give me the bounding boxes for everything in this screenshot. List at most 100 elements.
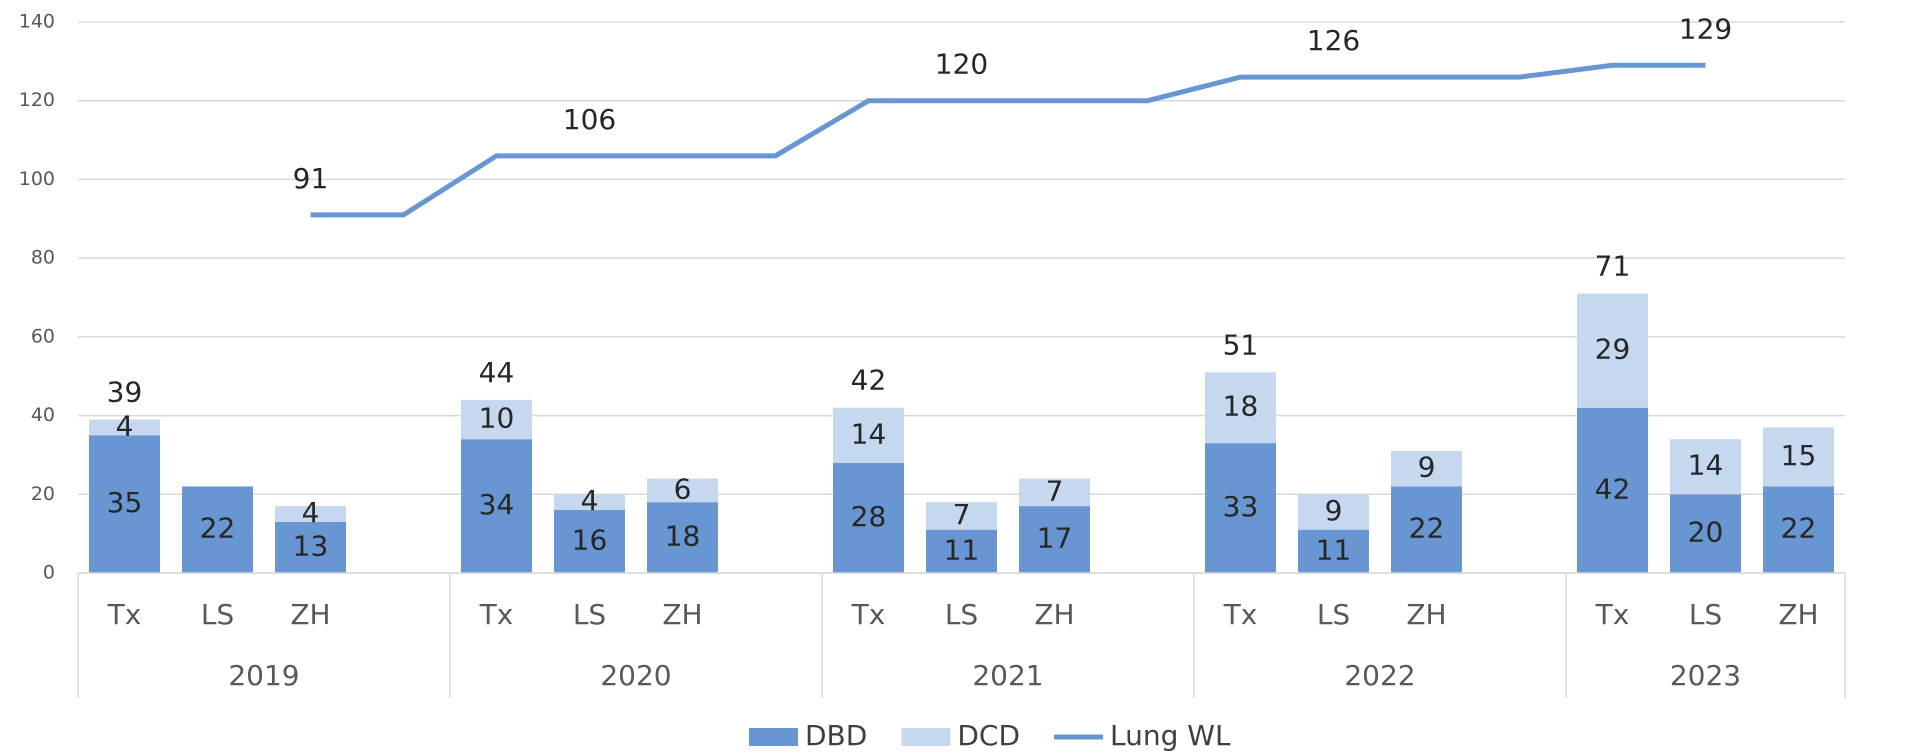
data-label: 29 (1595, 333, 1631, 366)
x-tick-label: Tx (1595, 598, 1630, 631)
bar-segment (1577, 407, 1648, 573)
data-label: 35 (107, 486, 143, 519)
data-label: 42 (1595, 472, 1631, 505)
x-tick-label: Tx (1223, 598, 1258, 631)
x-tick-label: ZH (290, 598, 330, 631)
x-tick-label: LS (201, 598, 234, 631)
data-label: 4 (116, 409, 134, 442)
bar-segment (1019, 478, 1090, 507)
bar-segment (1763, 427, 1834, 487)
data-label: 11 (1316, 533, 1352, 566)
data-label: 15 (1781, 439, 1817, 472)
legend-swatch (901, 728, 951, 746)
bar-segment (461, 399, 532, 440)
x-tick-label: ZH (662, 598, 702, 631)
data-label: 17 (1037, 522, 1073, 555)
group-label: 2022 (1344, 659, 1415, 692)
bar-segment (1391, 450, 1462, 487)
bar-segment (182, 486, 253, 573)
bar-segment (275, 521, 346, 573)
bar-segment (461, 439, 532, 573)
x-tick-label: Tx (107, 598, 142, 631)
bar-segment (554, 494, 625, 511)
bar-segment (1577, 293, 1648, 408)
group-label: 2019 (228, 659, 299, 692)
y-tick-label: 0 (43, 562, 55, 584)
data-label: 9 (1418, 451, 1436, 484)
bar-segment (1205, 372, 1276, 444)
group-label: 2023 (1670, 659, 1741, 692)
data-label: 16 (572, 524, 608, 557)
y-tick-label: 80 (31, 247, 55, 269)
x-tick-label: Tx (479, 598, 514, 631)
bar-segment (275, 506, 346, 522)
y-tick-label: 40 (31, 404, 55, 426)
y-tick-label: 60 (31, 325, 55, 347)
data-label: 34 (479, 488, 515, 521)
bar-segment (1391, 486, 1462, 573)
line-label: 126 (1307, 24, 1360, 57)
y-tick-label: 100 (19, 168, 55, 190)
data-label: 4 (302, 496, 320, 529)
group-label: 2020 (600, 659, 671, 692)
total-label: 42 (851, 364, 887, 397)
line-label: 129 (1679, 12, 1732, 45)
data-label: 20 (1688, 516, 1724, 549)
data-label: 13 (293, 529, 329, 562)
bar-segment (1670, 494, 1741, 573)
bar-segment (1670, 439, 1741, 495)
total-label: 39 (107, 376, 143, 409)
y-tick-label: 120 (19, 89, 55, 111)
data-label: 11 (944, 533, 980, 566)
bar-segment (1205, 443, 1276, 573)
legend-label: DBD (805, 719, 867, 752)
bar-segment (926, 529, 997, 573)
line-label: 106 (563, 103, 616, 136)
legend-label: Lung WL (1110, 719, 1231, 752)
x-tick-label: ZH (1406, 598, 1446, 631)
x-tick-label: LS (573, 598, 606, 631)
bar-segment (89, 435, 160, 573)
legend-label: DCD (957, 719, 1020, 752)
data-label: 4 (581, 484, 599, 517)
line-label: 120 (935, 48, 988, 81)
bar-segment (1019, 506, 1090, 573)
x-tick-label: ZH (1034, 598, 1074, 631)
total-label: 71 (1595, 250, 1631, 283)
data-label: 18 (1223, 390, 1259, 423)
data-label: 14 (851, 417, 887, 450)
legend-swatch (749, 728, 798, 746)
data-label: 6 (674, 472, 692, 505)
data-label: 14 (1688, 449, 1724, 482)
x-tick-label: LS (1317, 598, 1350, 631)
bar-segment (833, 462, 904, 573)
group-label: 2021 (972, 659, 1043, 692)
data-label: 28 (851, 500, 887, 533)
x-tick-label: Tx (851, 598, 886, 631)
data-label: 22 (1409, 512, 1445, 545)
line (310, 62, 1706, 218)
bar-segment (1763, 486, 1834, 573)
data-label: 10 (479, 402, 515, 435)
bar-segment (926, 502, 997, 530)
data-label: 7 (953, 498, 971, 531)
data-label: 9 (1325, 494, 1343, 527)
y-tick-label: 20 (31, 483, 55, 505)
x-tick-label: LS (945, 598, 978, 631)
bar-segment (1298, 529, 1369, 573)
data-label: 22 (200, 512, 236, 545)
x-tick-label: LS (1689, 598, 1722, 631)
y-tick-label: 140 (19, 11, 55, 33)
data-label: 18 (665, 520, 701, 553)
total-label: 44 (479, 356, 515, 389)
bar-segment (1298, 494, 1369, 530)
data-label: 22 (1781, 512, 1817, 545)
bar-segment (833, 407, 904, 463)
bar-segment (647, 478, 718, 503)
x-tick-label: ZH (1778, 598, 1818, 631)
bar-segment (89, 419, 160, 436)
bar-segment (647, 502, 718, 573)
data-label: 7 (1046, 474, 1064, 507)
data-label: 33 (1223, 490, 1259, 523)
